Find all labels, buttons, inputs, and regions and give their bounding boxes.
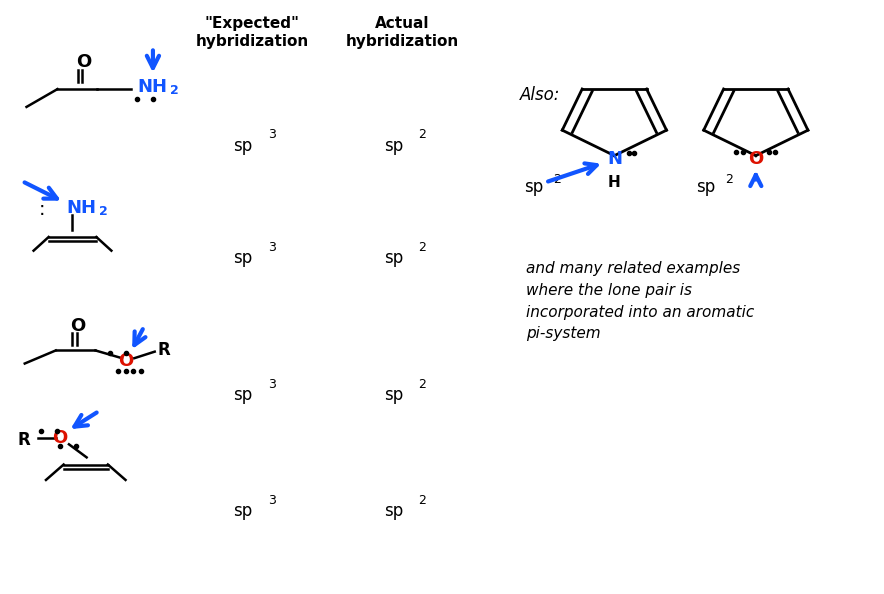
Text: sp: sp: [696, 178, 715, 196]
Text: :: :: [39, 200, 46, 219]
Text: sp: sp: [233, 386, 253, 404]
Text: N: N: [607, 150, 621, 168]
Text: 3: 3: [268, 494, 276, 507]
Text: O: O: [118, 352, 133, 370]
Text: R: R: [18, 431, 30, 448]
Text: O: O: [52, 429, 68, 447]
Text: O: O: [76, 53, 92, 71]
Text: sp: sp: [233, 137, 253, 154]
Text: NH: NH: [66, 199, 96, 217]
Text: 3: 3: [268, 128, 276, 141]
Text: and many related examples
where the lone pair is
incorporated into an aromatic
p: and many related examples where the lone…: [526, 261, 754, 341]
Text: Actual
hybridization: Actual hybridization: [346, 17, 459, 49]
Text: sp: sp: [384, 249, 403, 267]
Text: 3: 3: [268, 378, 276, 391]
Text: O: O: [70, 317, 86, 334]
Text: 2: 2: [553, 173, 561, 186]
Text: R: R: [157, 342, 170, 359]
Text: sp: sp: [384, 386, 403, 404]
Text: 2: 2: [418, 128, 426, 141]
Text: 2: 2: [418, 494, 426, 507]
Text: "Expected"
hybridization: "Expected" hybridization: [195, 17, 309, 49]
Text: H: H: [608, 175, 621, 190]
Text: 2: 2: [418, 241, 426, 254]
Text: 2: 2: [170, 84, 179, 97]
Text: 2: 2: [99, 205, 108, 218]
Text: Also:: Also:: [520, 86, 560, 104]
Text: sp: sp: [524, 178, 544, 196]
Text: NH: NH: [137, 78, 167, 96]
Text: sp: sp: [384, 137, 403, 154]
Text: sp: sp: [233, 502, 253, 520]
Text: sp: sp: [384, 502, 403, 520]
Text: 3: 3: [268, 241, 276, 254]
Text: O: O: [748, 150, 764, 168]
Text: sp: sp: [233, 249, 253, 267]
Text: 2: 2: [418, 378, 426, 391]
Text: 2: 2: [725, 173, 733, 186]
